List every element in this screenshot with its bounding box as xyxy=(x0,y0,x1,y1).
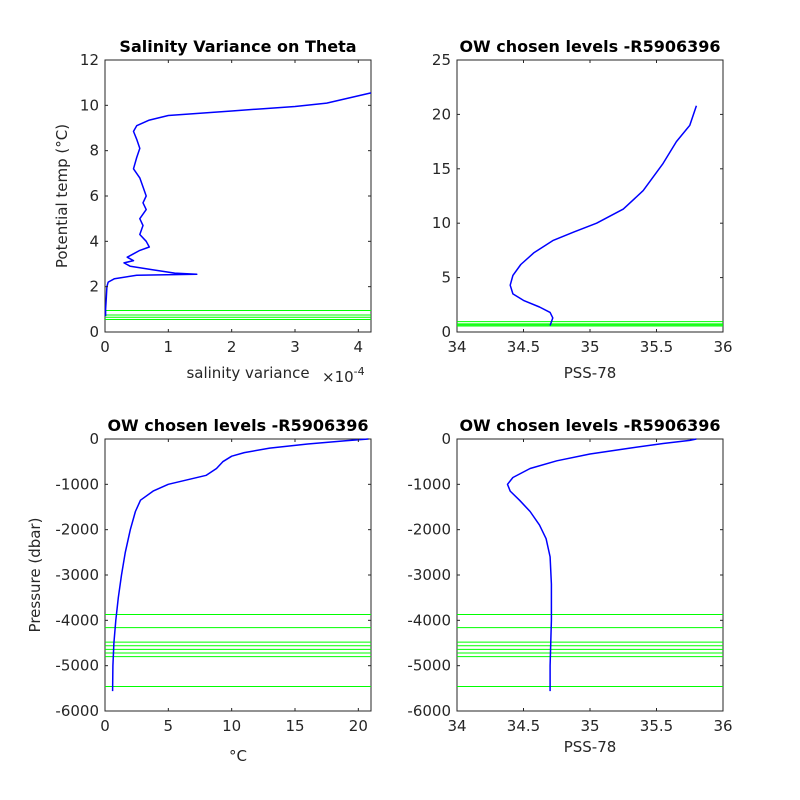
x-tick-label: 35.5 xyxy=(640,338,673,356)
x-tick-label: 3 xyxy=(290,338,300,356)
y-tick-label: 5 xyxy=(441,269,451,287)
chart-title: OW chosen levels -R5906396 xyxy=(459,37,720,56)
x-tick-label: 0 xyxy=(100,338,110,356)
y-tick-label: 0 xyxy=(441,323,451,341)
data-lines xyxy=(104,92,372,317)
y-tick-label: -1000 xyxy=(407,475,451,493)
chosen-level-lines xyxy=(105,613,371,688)
y-tick-label: 4 xyxy=(89,232,99,250)
x-tick-label: 34.5 xyxy=(507,717,540,735)
x-tick-label: 5 xyxy=(164,717,174,735)
y-tick-label: -3000 xyxy=(407,566,451,584)
y-tick-label: -2000 xyxy=(55,521,99,539)
chart-title: OW chosen levels -R5906396 xyxy=(107,416,368,435)
y-ticks: -6000 -5000 -4000 -3000 -2000 -1000 0 xyxy=(407,430,723,720)
x-tick-label: 20 xyxy=(349,717,368,735)
y-tick-label: -2000 xyxy=(407,521,451,539)
y-tick-label: -4000 xyxy=(55,611,99,629)
x-ticks: 34 34.5 35 35.5 36 xyxy=(447,60,733,356)
series-line xyxy=(104,92,372,317)
y-axis-label: Potential temp (°C) xyxy=(53,124,71,268)
y-ticks: 0 5 10 15 20 25 xyxy=(432,51,723,341)
chosen-level-lines xyxy=(457,613,723,688)
data-lines xyxy=(509,105,698,326)
x-tick-label: 36 xyxy=(713,338,732,356)
y-axis-label: Pressure (dbar) xyxy=(26,518,44,633)
plot-frame xyxy=(104,438,372,712)
y-tick-label: -6000 xyxy=(407,702,451,720)
x-tick-label: 2 xyxy=(227,338,237,356)
data-lines xyxy=(506,438,697,692)
chart-title: Salinity Variance on Theta xyxy=(119,37,356,56)
x-tick-label: 0 xyxy=(100,717,110,735)
y-tick-label: -4000 xyxy=(407,611,451,629)
x-exponent-power: -4 xyxy=(354,365,365,378)
panel-salinity-theta: 34 34.5 35 35.5 36 0 5 10 15 20 25 OW chosen leve… xyxy=(432,37,733,382)
y-tick-label: 0 xyxy=(89,323,99,341)
x-tick-label: 35 xyxy=(580,338,599,356)
x-tick-label: 36 xyxy=(713,717,732,735)
y-tick-label: 20 xyxy=(432,105,451,123)
x-axis-label: °C xyxy=(229,747,247,765)
series-line xyxy=(506,438,697,692)
chart-title: OW chosen levels -R5906396 xyxy=(459,416,720,435)
x-ticks: 34 34.5 35 35.5 36 xyxy=(447,439,733,735)
chosen-level-lines xyxy=(105,309,371,321)
y-tick-label: 8 xyxy=(89,142,99,160)
series-line xyxy=(509,105,698,326)
y-tick-label: 12 xyxy=(80,51,99,69)
y-tick-label: 15 xyxy=(432,160,451,178)
x-tick-label: 34 xyxy=(447,338,466,356)
y-tick-label: 6 xyxy=(89,187,99,205)
x-axis-exponent: ×10-4 xyxy=(322,365,365,386)
y-tick-label: -3000 xyxy=(55,566,99,584)
x-tick-label: 35.5 xyxy=(640,717,673,735)
y-tick-label: -1000 xyxy=(55,475,99,493)
y-tick-label: -5000 xyxy=(55,657,99,675)
y-tick-label: -6000 xyxy=(55,702,99,720)
y-tick-label: 25 xyxy=(432,51,451,69)
data-lines xyxy=(111,438,369,692)
y-ticks: -6000 -5000 -4000 -3000 -2000 -1000 0 xyxy=(55,430,371,720)
x-tick-label: 35 xyxy=(580,717,599,735)
y-tick-label: 0 xyxy=(89,430,99,448)
y-tick-label: -5000 xyxy=(407,657,451,675)
y-tick-label: 0 xyxy=(441,430,451,448)
x-tick-label: 1 xyxy=(164,338,174,356)
chosen-level-lines xyxy=(457,321,723,327)
x-tick-label: 15 xyxy=(285,717,304,735)
y-tick-label: 10 xyxy=(80,96,99,114)
plot-frame xyxy=(456,438,724,712)
x-tick-label: 34.5 xyxy=(507,338,540,356)
x-axis-label: PSS-78 xyxy=(564,364,617,382)
x-exponent-base: ×10 xyxy=(322,368,354,386)
y-tick-label: 2 xyxy=(89,278,99,296)
x-axis-label: PSS-78 xyxy=(564,738,617,756)
x-ticks: 0 5 10 15 20 xyxy=(100,439,368,735)
panel-temperature-pressure: 0 5 10 15 20 -6000-5000-4000-3000-2000-10000… xyxy=(26,416,372,765)
panel-salinity-pressure: 34 34.5 35 35.5 36 -6000 -5000 -4000 -3000 -2000… xyxy=(407,416,732,756)
x-axis-label: salinity variance xyxy=(186,364,309,382)
plot-frame xyxy=(456,59,724,333)
y-ticks: 0 2 4 6 8 10 12 xyxy=(80,51,371,341)
series-line xyxy=(111,438,369,692)
x-tick-label: 34 xyxy=(447,717,466,735)
plot-frame xyxy=(104,59,372,333)
y-tick-label: 10 xyxy=(432,214,451,232)
x-tick-label: 4 xyxy=(354,338,364,356)
x-tick-label: 10 xyxy=(222,717,241,735)
